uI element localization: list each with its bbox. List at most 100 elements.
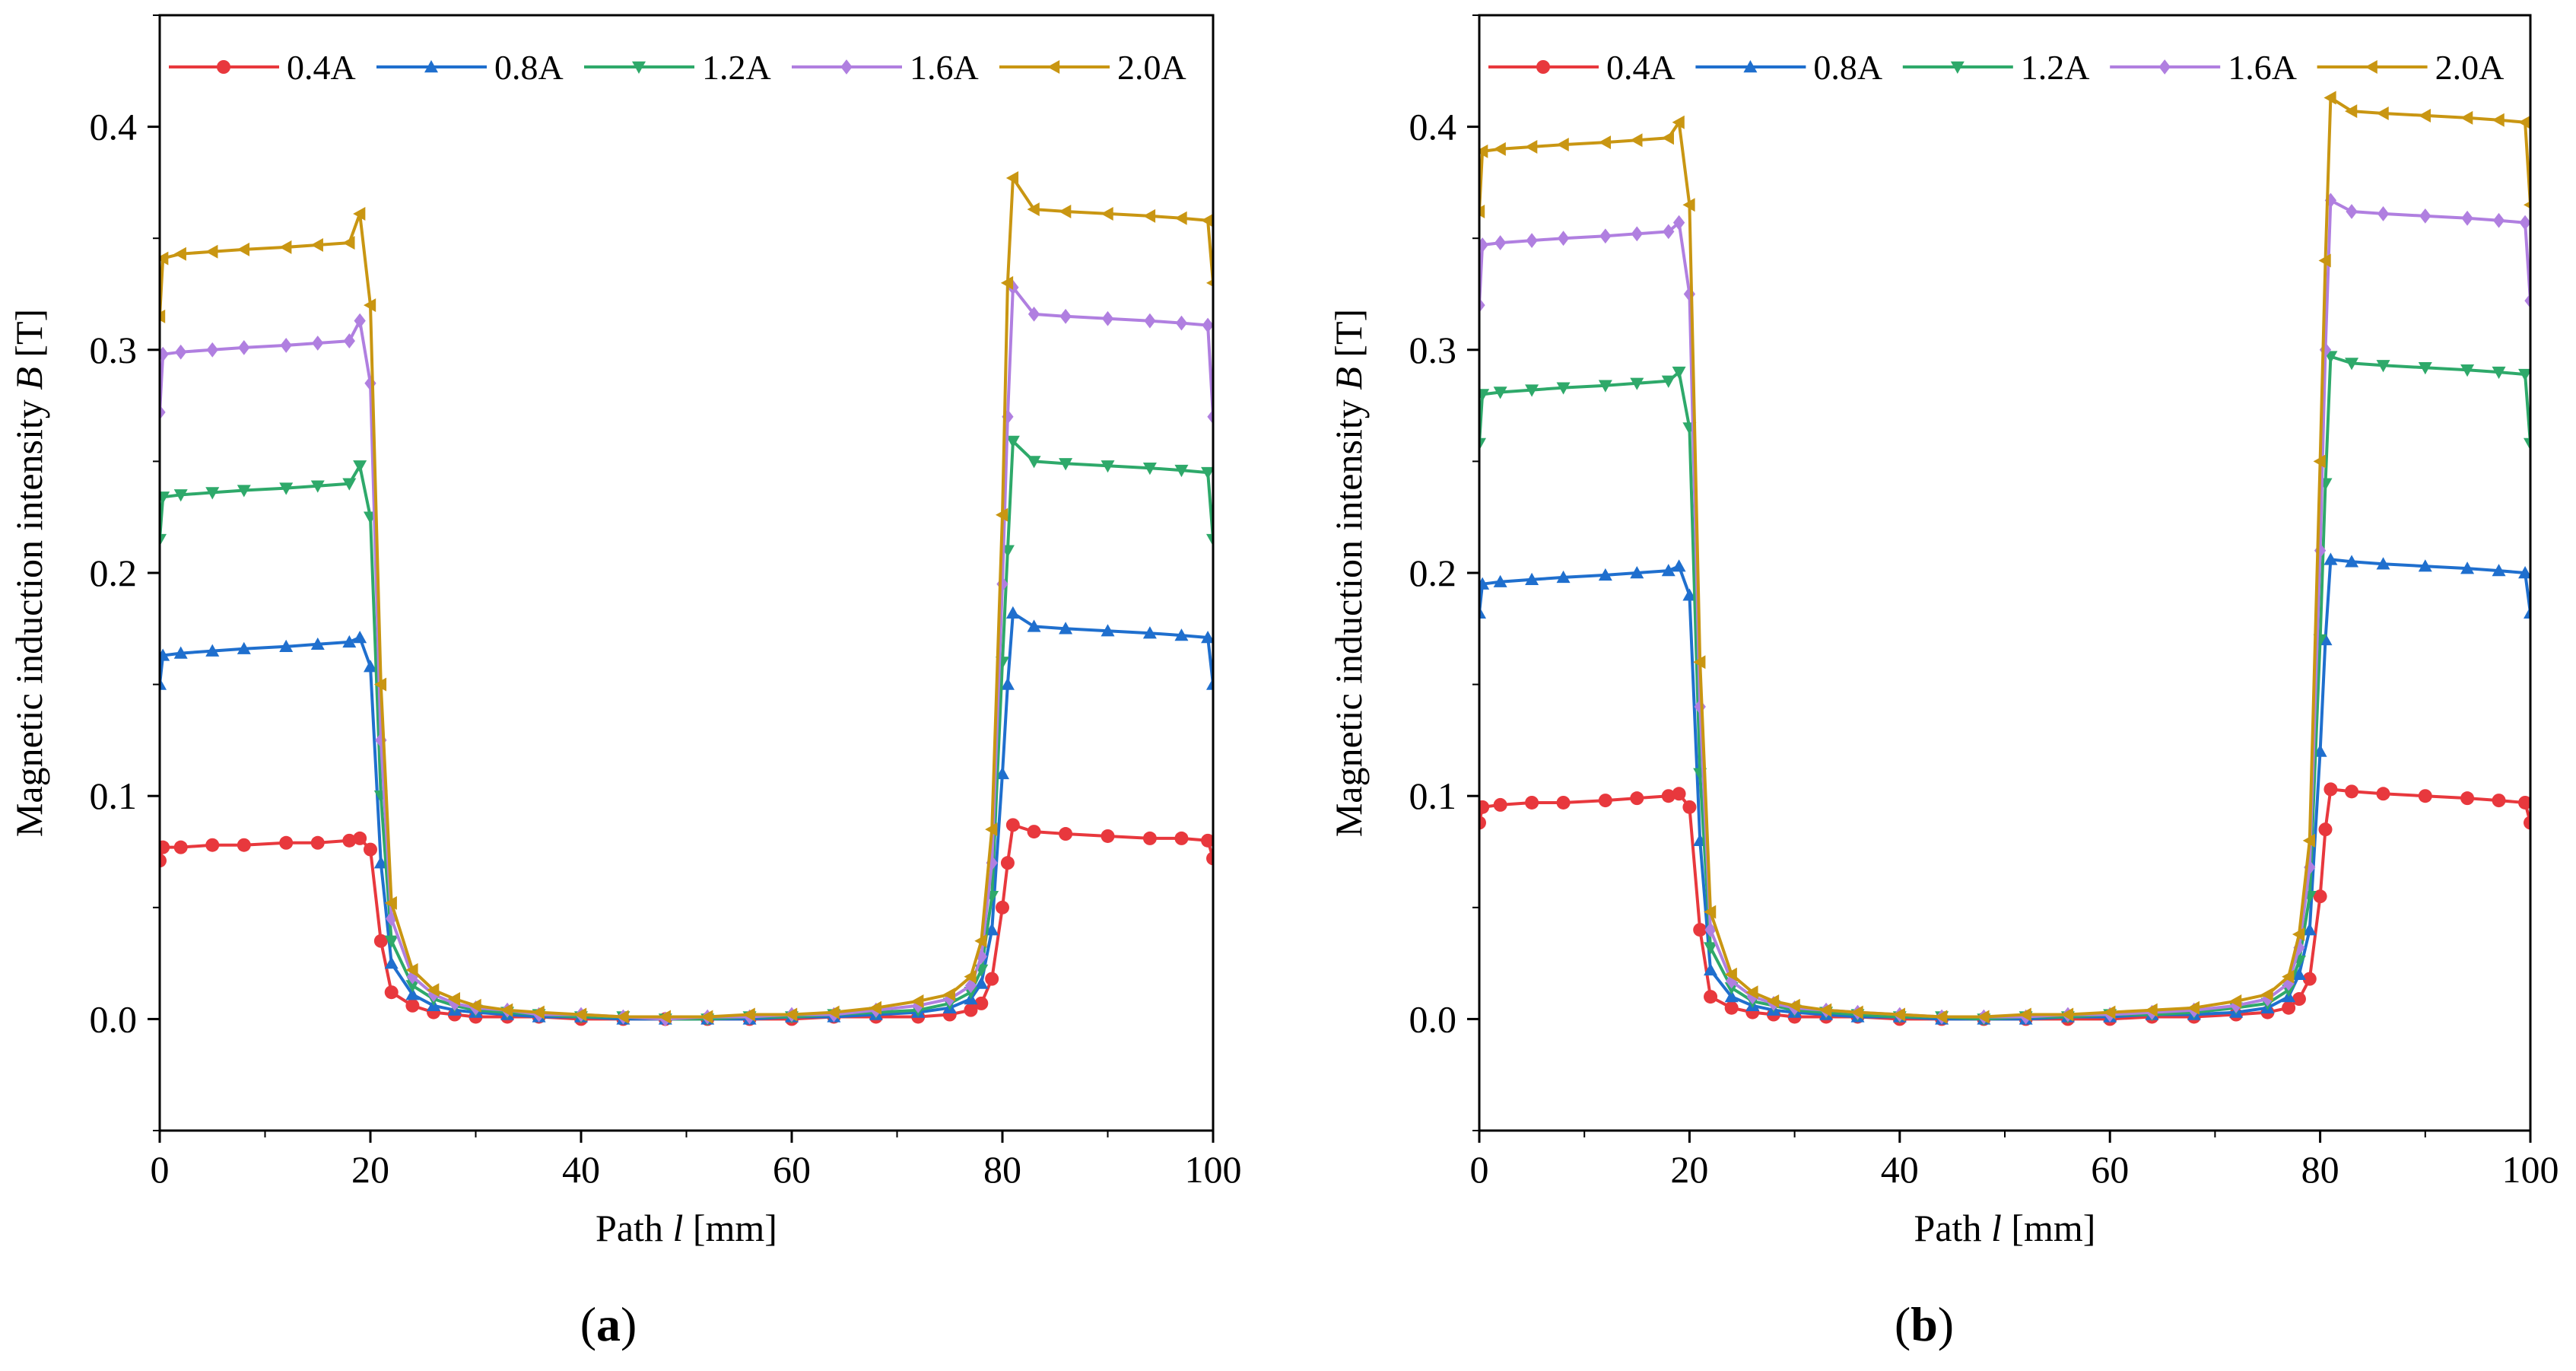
data-point xyxy=(996,900,1009,915)
data-point xyxy=(405,998,420,1013)
legend-item-1.2A: 1.2A xyxy=(1902,48,2090,87)
data-point xyxy=(2345,784,2359,799)
y-axis-title-variable: B xyxy=(8,367,50,390)
y-axis-title-unit: [T] xyxy=(8,309,50,367)
y-axis-title: Magnetic induction intensity B [T] xyxy=(1327,309,1370,837)
data-point xyxy=(1704,942,1718,955)
x-tick-label: 60 xyxy=(773,1148,811,1191)
x-axis-title: Path l [mm] xyxy=(1914,1207,2096,1249)
data-point xyxy=(964,969,977,984)
data-point xyxy=(1201,833,1213,848)
data-point xyxy=(1059,458,1073,471)
data-point xyxy=(1479,816,1486,830)
data-point xyxy=(964,978,977,994)
data-point xyxy=(1526,233,1538,249)
data-point xyxy=(2060,1007,2074,1022)
data-point xyxy=(1059,205,1072,219)
data-point xyxy=(2418,789,2432,803)
legend-label: 1.2A xyxy=(2021,48,2090,87)
data-point xyxy=(2492,113,2505,127)
data-point xyxy=(2377,206,2390,221)
data-point xyxy=(2302,923,2317,936)
data-point xyxy=(1142,626,1157,639)
data-point xyxy=(1630,377,1644,390)
data-point xyxy=(1556,795,1571,810)
x-tick-label: 60 xyxy=(2091,1148,2129,1191)
data-point xyxy=(173,247,186,261)
data-point xyxy=(160,854,167,868)
data-point xyxy=(205,244,218,259)
data-point xyxy=(2460,791,2475,806)
data-point xyxy=(1000,856,1015,870)
data-point xyxy=(343,333,355,348)
x-tick-label: 100 xyxy=(1185,1148,1242,1191)
data-point xyxy=(1479,577,1490,590)
data-point xyxy=(1479,800,1490,814)
data-point xyxy=(1556,138,1569,152)
data-point xyxy=(1479,297,1485,313)
data-point xyxy=(996,766,1009,780)
legend-label: 1.6A xyxy=(910,48,979,87)
data-point xyxy=(2492,564,2506,577)
data-point xyxy=(364,375,376,391)
data-point xyxy=(2103,1005,2116,1020)
data-point xyxy=(1493,142,1506,156)
data-point xyxy=(2318,253,2331,268)
series-line-0.8A xyxy=(160,611,1213,1021)
data-point xyxy=(173,646,188,659)
data-point xyxy=(384,895,397,910)
data-point xyxy=(1206,533,1213,547)
x-axis-title-variable: l xyxy=(1991,1207,2002,1249)
data-point xyxy=(310,835,325,850)
data-point xyxy=(1493,797,1507,812)
data-point xyxy=(1494,235,1507,250)
data-point xyxy=(964,1003,978,1017)
data-point xyxy=(237,641,251,654)
data-point xyxy=(1201,466,1213,480)
data-point xyxy=(1525,384,1539,397)
legend-label: 0.8A xyxy=(494,48,564,87)
data-point xyxy=(500,1003,513,1017)
legend-item-2.0A: 2.0A xyxy=(999,48,1186,87)
data-point xyxy=(2282,969,2295,984)
series-line-1.2A xyxy=(1479,355,2530,1021)
y-tick-label: 0.1 xyxy=(90,775,138,817)
data-point xyxy=(942,988,955,1002)
data-point xyxy=(2229,994,2242,1008)
data-point xyxy=(2323,782,2338,797)
data-point xyxy=(911,994,924,1008)
data-point xyxy=(2492,212,2505,228)
x-tick-label: 80 xyxy=(983,1148,1021,1191)
data-point xyxy=(342,236,355,250)
data-point xyxy=(469,998,481,1013)
data-point xyxy=(975,949,987,965)
data-point xyxy=(406,969,419,985)
legend-label: 0.4A xyxy=(287,48,356,87)
legend-marker xyxy=(1743,60,1758,73)
data-point xyxy=(405,988,420,1000)
legend-item-1.6A: 1.6A xyxy=(2110,48,2297,87)
data-point xyxy=(2524,606,2530,619)
data-point xyxy=(1672,215,1685,231)
data-point xyxy=(1892,1007,1905,1022)
legend-item-0.8A: 0.8A xyxy=(376,48,564,87)
data-point xyxy=(1661,789,1676,803)
y-tick-label: 0.3 xyxy=(90,329,138,371)
data-point xyxy=(1704,990,1718,1004)
y-tick-label: 0.4 xyxy=(1409,106,1457,148)
data-point xyxy=(1144,313,1156,329)
data-point xyxy=(1201,631,1213,644)
data-point xyxy=(1672,559,1686,572)
data-point xyxy=(205,838,220,852)
data-point xyxy=(353,460,367,473)
data-point xyxy=(1059,827,1073,841)
series-line-1.6A xyxy=(1479,199,2530,1019)
data-point xyxy=(310,637,325,651)
data-point xyxy=(2323,91,2336,105)
data-point xyxy=(1000,677,1015,690)
data-point xyxy=(2187,1000,2200,1015)
data-point xyxy=(2304,860,2316,875)
data-point xyxy=(364,660,377,673)
data-point xyxy=(996,507,1008,522)
data-point xyxy=(1661,375,1676,388)
